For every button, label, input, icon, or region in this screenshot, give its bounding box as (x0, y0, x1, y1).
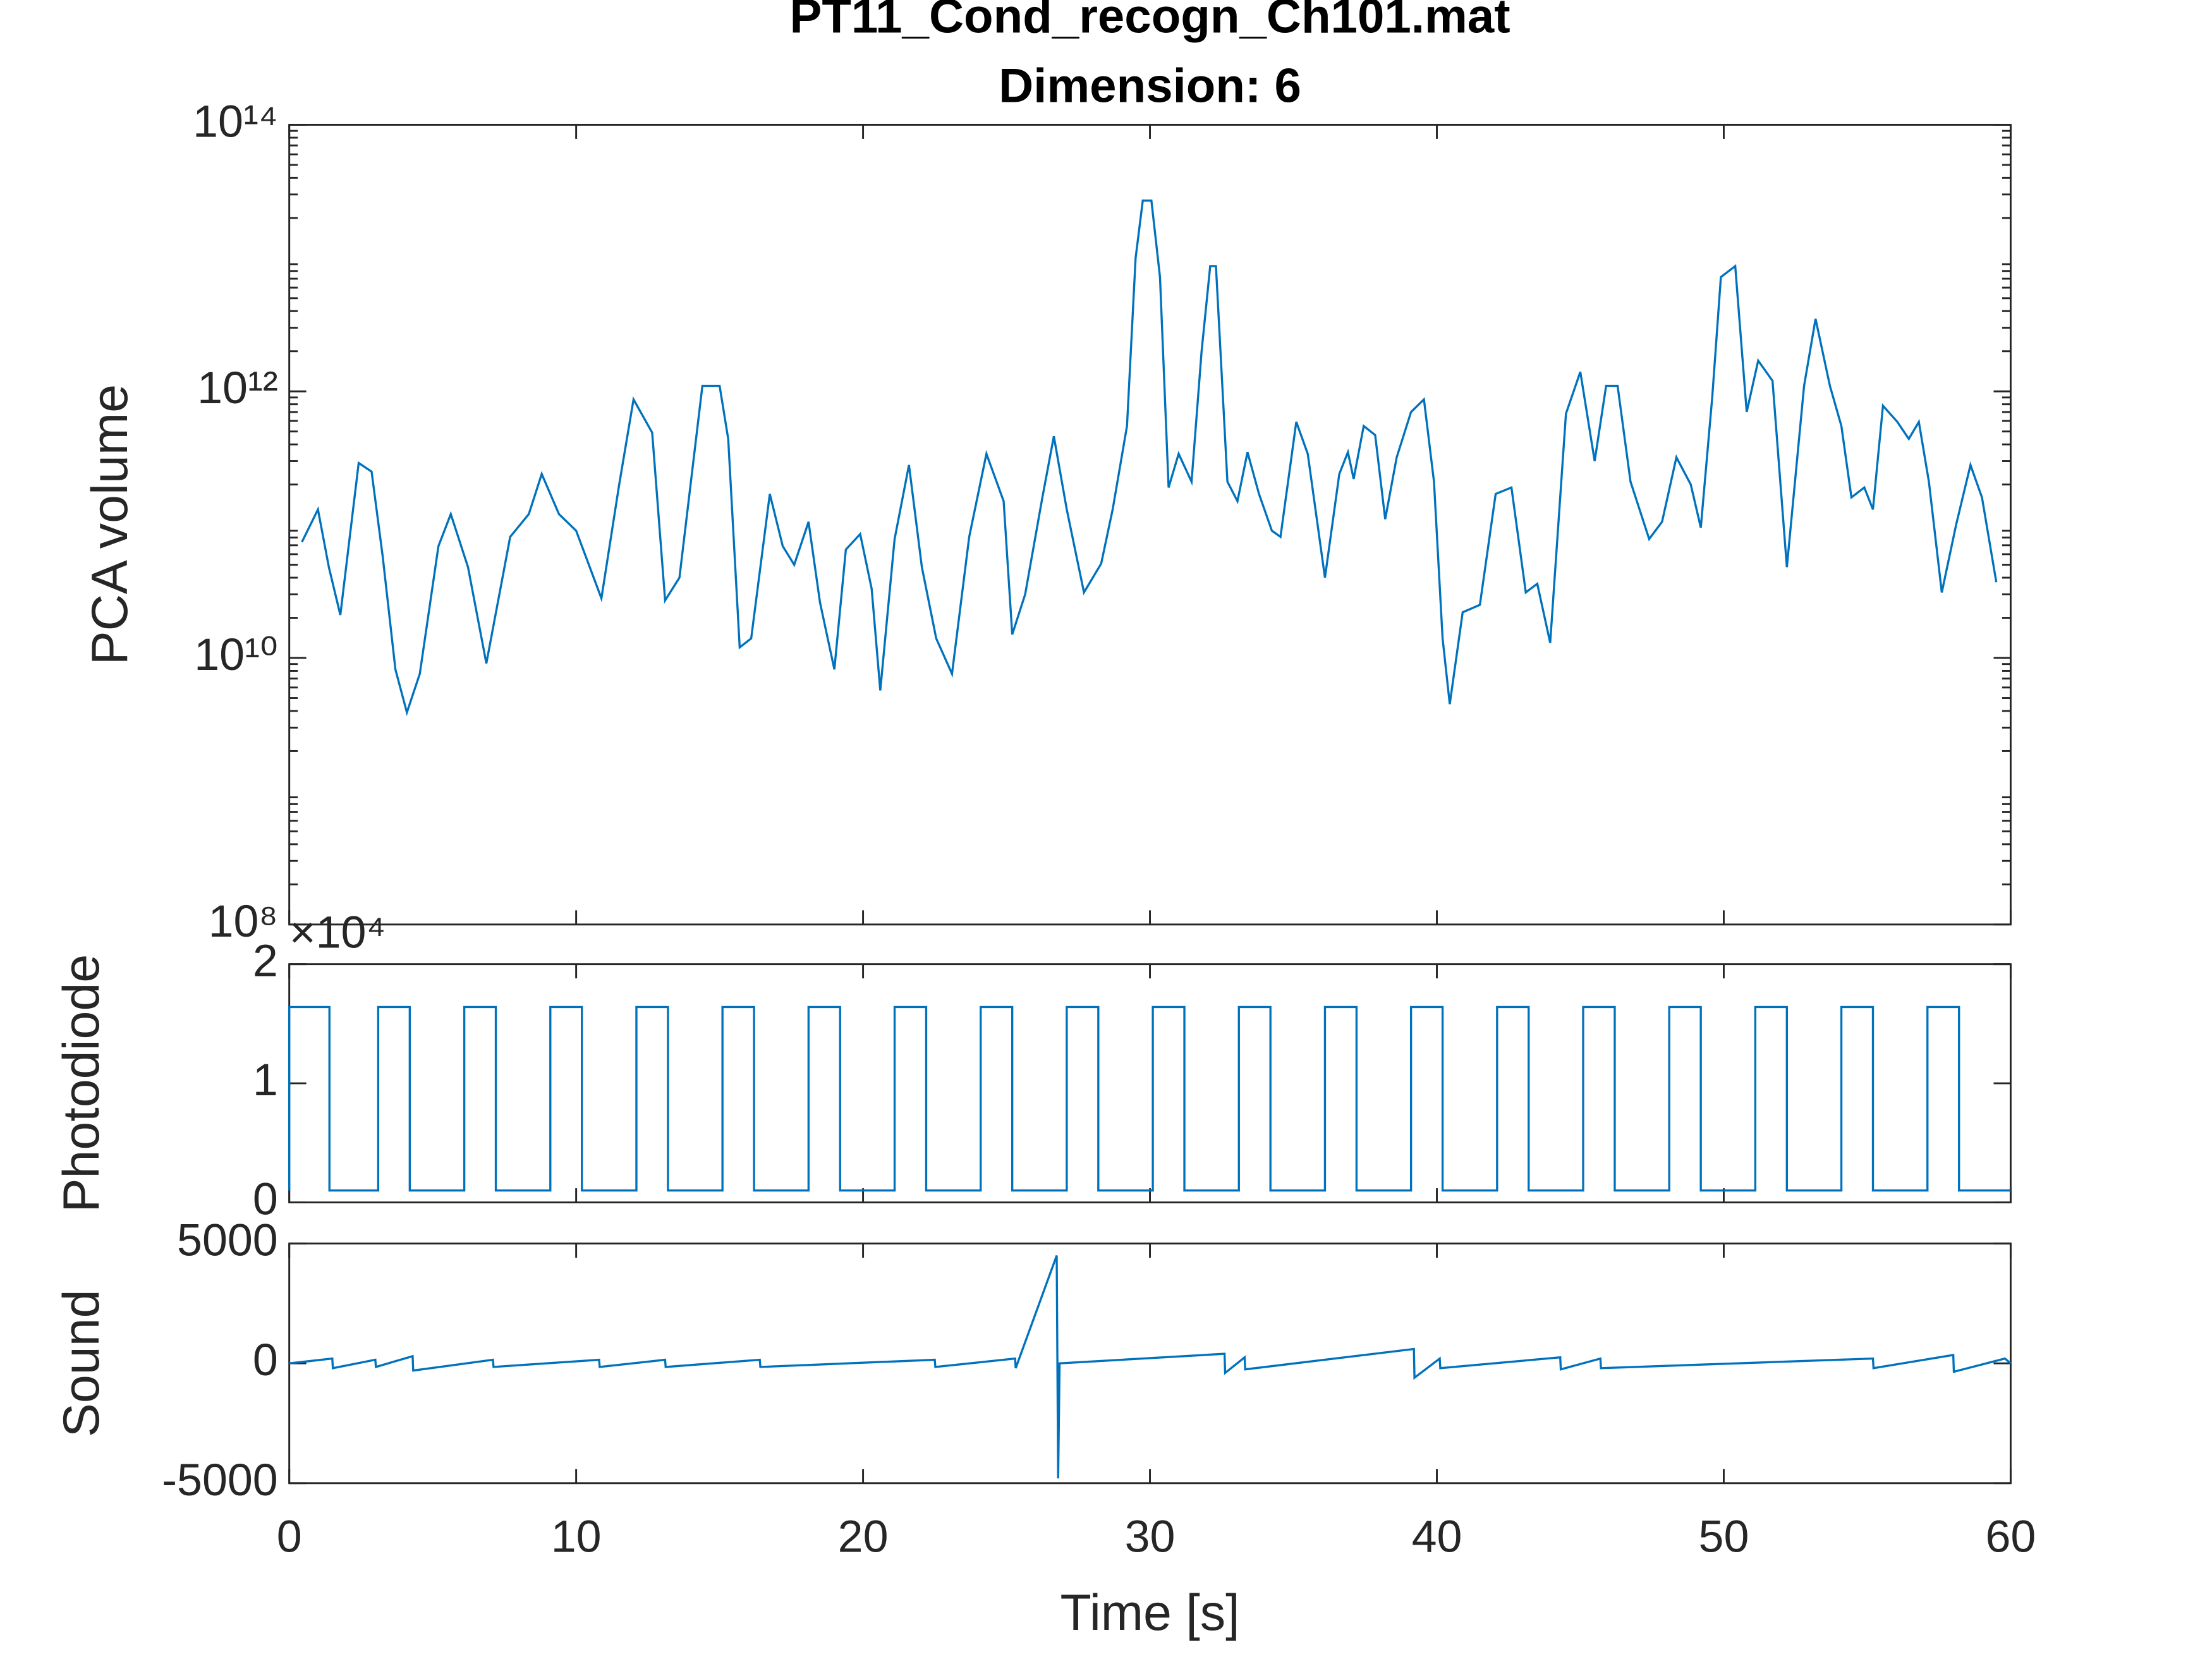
y-axis-label: Sound (53, 1289, 110, 1437)
y-tick-label: 10¹² (197, 363, 278, 413)
data-line (301, 199, 1998, 717)
y-tick-label: 2 (253, 936, 278, 987)
data-line (288, 1006, 2011, 1192)
y-tick-label: 0 (253, 1174, 278, 1225)
x-axis-label: Time [s] (1060, 1584, 1239, 1641)
y-tick-label: 0 (253, 1335, 278, 1385)
y-tick-label: 1 (253, 1055, 278, 1105)
data-line (289, 1255, 2012, 1479)
x-tick-label: 40 (1412, 1512, 1462, 1562)
y-tick-label: 5000 (177, 1215, 278, 1266)
y-tick-label: 10¹⁴ (193, 96, 278, 147)
y-tick-label: 10¹⁰ (194, 629, 278, 680)
chart-title: Dimension: 6 (999, 59, 1301, 113)
x-tick-label: 60 (1985, 1512, 2036, 1562)
y-tick-label: 10⁸ (209, 896, 278, 947)
x-tick-label: 10 (551, 1512, 602, 1562)
x-tick-label: 20 (838, 1512, 889, 1562)
y-axis-label: Photodiode (53, 954, 110, 1213)
y-axis-label: PCA volume (82, 384, 138, 665)
x-tick-label: 50 (1699, 1512, 1749, 1562)
y-exponent-label: ×10⁴ (289, 908, 386, 958)
chart-title: PT11_Cond_recogn_Ch101.mat (789, 0, 1510, 44)
y-tick-label: -5000 (162, 1455, 278, 1505)
x-tick-label: 30 (1125, 1512, 1176, 1562)
x-tick-label: 0 (277, 1512, 302, 1562)
